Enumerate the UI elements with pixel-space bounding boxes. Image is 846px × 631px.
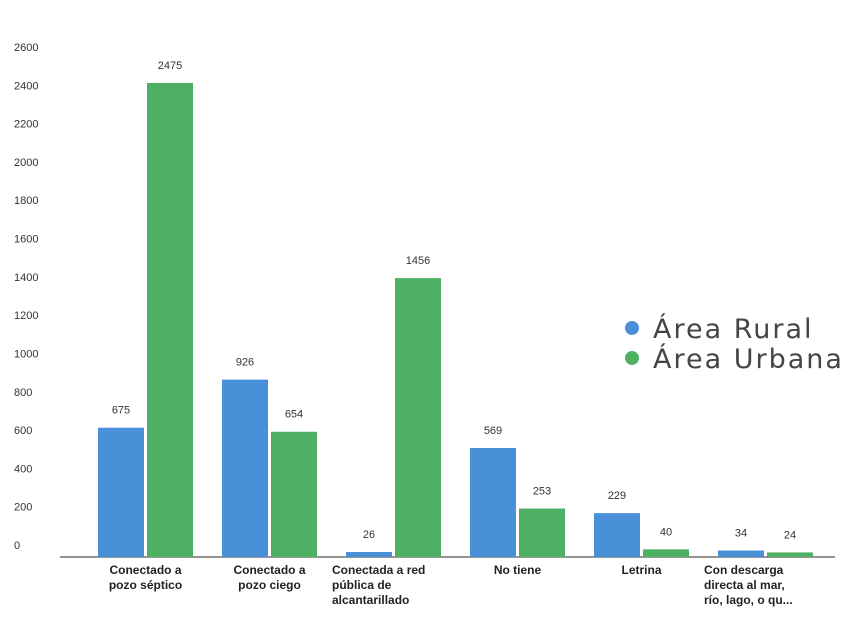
bar-rural	[222, 379, 268, 557]
bar-value-label: 40	[660, 526, 672, 538]
category-label-line: No tiene	[494, 563, 542, 577]
bar-urbana	[519, 508, 565, 557]
bar-rural	[594, 513, 640, 557]
bar-urbana	[147, 82, 193, 557]
category-label: Conectada a red pública de alcantarillado	[332, 563, 425, 607]
category-label: Letrina	[621, 563, 661, 577]
category-label-line: Letrina	[621, 563, 661, 577]
legend-marker	[625, 321, 639, 335]
y-tick-label: 600	[14, 425, 32, 437]
legend-label: Área Rural	[653, 313, 814, 345]
category-label-line: Con descarga	[704, 563, 784, 577]
bar-value-label: 675	[112, 405, 130, 417]
bar-urbana	[395, 278, 441, 557]
y-tick-label: 0	[14, 540, 20, 552]
bar-value-label: 26	[363, 529, 375, 541]
category-label-line: Conectada a red	[332, 563, 425, 577]
bar-urbana	[643, 549, 689, 557]
bar-value-label: 24	[784, 529, 796, 541]
y-tick-label: 2400	[14, 80, 38, 92]
bar-value-label: 229	[608, 490, 626, 502]
bar-value-label: 1456	[406, 255, 430, 267]
category-label: No tiene	[494, 563, 542, 577]
y-tick-label: 400	[14, 463, 32, 475]
y-tick-label: 1000	[14, 348, 38, 360]
bar-rural	[470, 448, 516, 557]
category-label-line: directa al mar,	[704, 578, 785, 592]
category-label-line: pozo séptico	[109, 578, 182, 592]
y-tick-label: 2000	[14, 157, 38, 169]
bar-rural	[346, 552, 392, 557]
bar-value-label: 926	[236, 357, 254, 369]
y-tick-label: 1800	[14, 195, 38, 207]
bar-value-label: 569	[484, 425, 502, 437]
y-tick-label: 1200	[14, 310, 38, 322]
bar-value-label: 253	[533, 486, 551, 498]
y-tick-label: 800	[14, 387, 32, 399]
category-label-line: Conectado a	[233, 563, 305, 577]
y-tick-label: 2200	[14, 119, 38, 131]
bar-urbana	[767, 552, 813, 557]
bar-rural	[718, 550, 764, 557]
bar-value-label: 654	[285, 409, 303, 421]
bars-group	[98, 82, 813, 557]
bar-rural	[98, 427, 144, 557]
y-tick-label: 1600	[14, 234, 38, 246]
category-label-line: pública de	[332, 578, 392, 592]
legend-marker	[625, 351, 639, 365]
bar-value-label: 2475	[158, 60, 182, 72]
y-axis-ticks: 0 200 400 600 800 1000 1200 1400 1600 1800 2000 220…	[14, 42, 38, 552]
category-label-line: río, lago, o qu...	[704, 593, 793, 607]
legend-label: Área Urbana	[653, 343, 844, 375]
bar-value-label: 34	[735, 527, 747, 539]
category-label: Con descarga directa al mar, río, lago, o …	[704, 563, 793, 607]
y-tick-label: 200	[14, 502, 32, 514]
value-labels-group: 675 926 26 569 229 34 2475 654 1456 253 40 24	[112, 60, 796, 541]
category-label: Conectado a pozo ciego	[233, 563, 305, 592]
bar-urbana	[271, 431, 317, 557]
category-label-line: Conectado a	[109, 563, 181, 577]
category-label-line: pozo ciego	[238, 578, 301, 592]
category-label: Conectado a pozo séptico	[109, 563, 182, 592]
y-tick-label: 2600	[14, 42, 38, 54]
category-label-line: alcantarillado	[332, 593, 409, 607]
y-tick-label: 1400	[14, 272, 38, 284]
